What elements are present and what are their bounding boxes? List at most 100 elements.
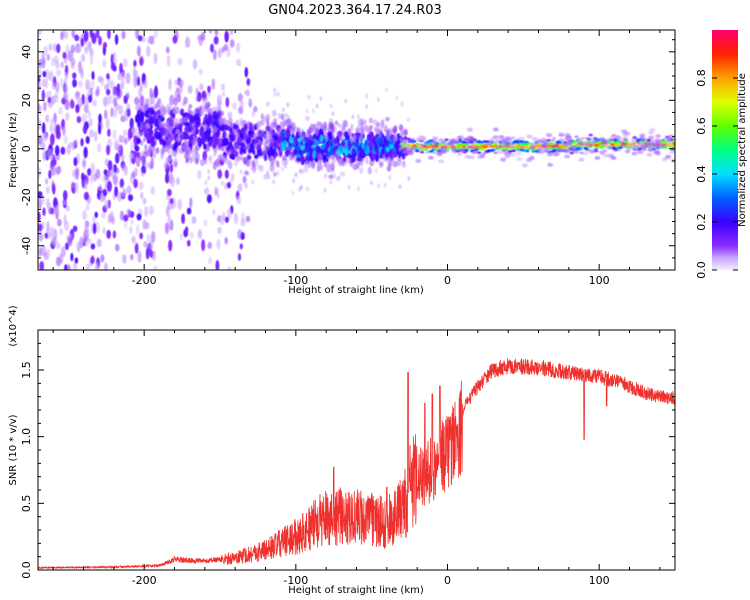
spectrogram-cell: [106, 169, 112, 178]
spectrogram-cell: [145, 247, 150, 260]
spectrogram-cell: [493, 151, 498, 155]
spectrogram-cell: [43, 45, 49, 57]
spectrogram-cell: [102, 227, 106, 235]
spectrogram-cell: [133, 178, 138, 189]
spectrogram-cell: [46, 54, 51, 61]
spectrogram-cell: [149, 117, 155, 124]
spectrogram-cell: [225, 160, 229, 166]
spectrogram-cell: [176, 177, 180, 185]
spectrogram-cell: [38, 232, 44, 242]
spectrogram-cell: [329, 147, 335, 155]
spectrogram-cell: [322, 153, 327, 160]
spectrogram-cell: [148, 112, 152, 119]
spectrogram-cell: [72, 225, 78, 232]
spectrogram-cell: [117, 73, 122, 81]
spectrogram-cell: [38, 223, 43, 232]
spectrogram-cell: [348, 157, 353, 164]
spectrogram-cell: [74, 139, 78, 146]
spectrogram-cell: [212, 49, 217, 61]
spectrogram-cell: [495, 145, 502, 150]
spectrogram-cell: [588, 133, 593, 137]
spectrogram-cell: [135, 224, 140, 235]
spectrogram-cell: [211, 78, 216, 91]
spectrogram-cell: [546, 138, 551, 142]
spectrogram-cell: [665, 154, 672, 159]
spectrogram-cell: [254, 154, 259, 160]
spectrogram-cell: [117, 191, 123, 202]
spectrogram-cell: [260, 113, 264, 120]
colorbar-tick-label: 0.8: [695, 69, 708, 87]
spectrogram-cell: [49, 118, 54, 127]
spectrogram-cell: [467, 127, 474, 132]
spectrogram-cell: [440, 146, 447, 151]
spectrogram-cell: [432, 151, 438, 154]
spectrogram-cell: [180, 108, 185, 114]
spectrogram-cell: [89, 48, 94, 57]
spectrogram-cell: [229, 121, 233, 128]
spectrogram-cell: [298, 149, 303, 156]
spectrogram-cell: [374, 153, 380, 162]
spectrogram-cell: [282, 140, 288, 148]
spectrogram-cell: [38, 191, 43, 198]
spectrogram-cell: [369, 138, 374, 145]
spectrogram-cell: [80, 138, 84, 147]
snr-frame: [37, 329, 676, 571]
spectrogram-cell: [233, 150, 239, 156]
spectrogram-cell: [187, 85, 193, 94]
spectrogram-cell: [576, 138, 583, 143]
spectrogram-cell: [501, 139, 508, 144]
spectrogram-cell: [110, 80, 115, 90]
spectrogram-cell: [351, 147, 356, 155]
spectrogram-cell: [334, 120, 339, 126]
spectrogram-cell: [365, 145, 370, 154]
spectrogram-cell: [98, 113, 102, 123]
spectrogram-xtick-label: 100: [589, 274, 610, 287]
spectrogram-cell: [383, 182, 387, 188]
spectrogram-cell: [236, 59, 242, 67]
spectrogram-cell: [500, 157, 507, 162]
spectrogram-cell: [409, 138, 415, 142]
spectrogram-cell: [624, 148, 631, 153]
spectrogram-xlabel: Height of straight line (km): [288, 285, 424, 296]
spectrogram-cell: [502, 148, 509, 153]
spectrogram-cell: [150, 230, 156, 243]
spectrogram-cell: [208, 139, 213, 147]
spectrogram-cell: [643, 143, 650, 148]
spectrogram-cell: [60, 246, 66, 258]
spectrogram-cell: [89, 172, 95, 184]
spectrogram-cell: [457, 143, 462, 147]
spectrogram-cell: [564, 154, 571, 159]
spectrogram-cell: [107, 160, 113, 172]
spectrogram-cell: [509, 152, 516, 157]
spectrogram-cell: [120, 154, 125, 161]
spectrogram-cell: [137, 35, 143, 42]
spectrogram-cell: [387, 166, 392, 172]
spectrogram-cell: [84, 46, 88, 54]
spectrogram-cell: [156, 109, 161, 116]
spectrogram-cell: [280, 113, 285, 121]
spectrogram-cell: [552, 144, 559, 149]
spectrogram-cell: [584, 141, 591, 146]
spectrogram-cell: [63, 214, 67, 226]
snr-plot-area: [38, 330, 675, 570]
spectrogram-cell: [240, 218, 246, 227]
spectrogram-cell: [194, 145, 199, 154]
spectrogram-cell: [316, 160, 322, 168]
spectrogram-cell: [438, 138, 445, 143]
spectrogram-cell: [196, 153, 200, 158]
spectrogram-cell: [308, 153, 313, 161]
spectrogram-cell: [138, 181, 144, 191]
spectrogram-cell: [547, 162, 554, 167]
spectrogram-cell: [91, 71, 95, 80]
spectrogram-cell: [547, 144, 552, 147]
spectrogram-cell: [526, 157, 533, 162]
spectrogram-cell: [153, 265, 158, 270]
spectrogram-cell: [102, 41, 108, 49]
spectrogram-cell: [370, 180, 374, 186]
spectrogram-cell: [240, 142, 246, 148]
spectrogram-cell: [623, 140, 628, 143]
spectrogram-cell: [82, 209, 87, 221]
spectrogram-cell: [328, 174, 334, 180]
spectrogram-cell: [407, 176, 411, 182]
spectrogram-cell: [639, 133, 646, 138]
